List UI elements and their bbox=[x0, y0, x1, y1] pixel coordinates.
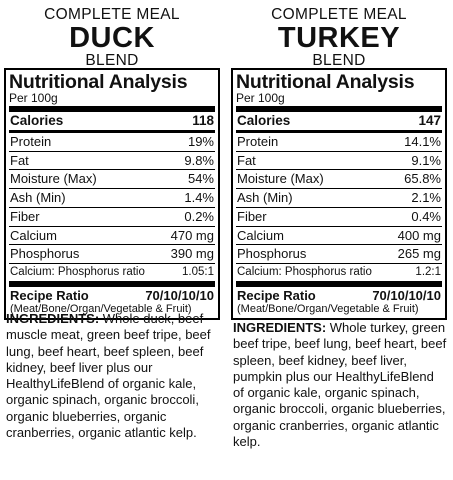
turkey-product: COMPLETE MEAL TURKEY BLEND Nutritional A… bbox=[231, 0, 447, 449]
duck-nutrient-row: Protein 19% bbox=[9, 133, 215, 152]
duck-nutrient-row: Fat 9.8% bbox=[9, 152, 215, 171]
turkey-nutrient-row: Fat 9.1% bbox=[236, 152, 442, 171]
duck-nutrient-value: 54% bbox=[187, 171, 214, 187]
turkey-ingredients-text: Whole turkey, green beef tripe, beef lun… bbox=[233, 320, 447, 450]
duck-ingredients-label: INGREDIENTS: bbox=[6, 311, 100, 326]
turkey-ingredients: INGREDIENTS: Whole turkey, green beef tr… bbox=[233, 320, 447, 450]
turkey-recipe-row: Recipe Ratio 70/10/10/10 bbox=[236, 287, 442, 303]
turkey-nutrient-value: 0.4% bbox=[411, 208, 441, 224]
turkey-nutrient-value: 400 mg bbox=[397, 227, 441, 243]
turkey-nutrient-row: Protein 14.1% bbox=[236, 133, 442, 152]
turkey-nutrient-value: 14.1% bbox=[404, 134, 441, 149]
turkey-header-pre: COMPLETE MEAL bbox=[271, 6, 407, 23]
duck-product: COMPLETE MEAL DUCK BLEND Nutritional Ana… bbox=[4, 0, 220, 440]
turkey-ratio-label: Calcium: Phosphorus ratio bbox=[237, 265, 372, 278]
turkey-nutrient-value: 265 mg bbox=[397, 246, 441, 262]
duck-calories-row: Calories 118 bbox=[9, 112, 215, 133]
turkey-recipe-note: (Meat/Bone/Organ/Vegetable & Fruit) bbox=[237, 302, 419, 315]
duck-nutrient-label: Phosphorus bbox=[10, 246, 80, 262]
duck-calories-value: 118 bbox=[192, 113, 214, 128]
turkey-nutrient-row: Ash (Min) 2.1% bbox=[236, 189, 442, 208]
turkey-recipe-value: 70/10/10/10 bbox=[372, 287, 441, 303]
duck-ratio-label: Calcium: Phosphorus ratio bbox=[10, 265, 145, 278]
turkey-nutrient-row: Fiber 0.4% bbox=[236, 208, 442, 227]
turkey-calories-row: Calories 147 bbox=[236, 112, 442, 133]
turkey-calories-label: Calories bbox=[237, 113, 291, 128]
duck-panel-subtitle: Per 100g bbox=[9, 92, 215, 112]
turkey-ratio-value: 1.2:1 bbox=[415, 265, 441, 278]
duck-recipe-row: Recipe Ratio 70/10/10/10 bbox=[9, 287, 215, 303]
turkey-nutrient-value: 9.1% bbox=[411, 152, 441, 168]
duck-recipe-note: (Meat/Bone/Organ/Vegetable & Fruit) bbox=[10, 302, 192, 315]
turkey-nutrition-panel: Nutritional Analysis Per 100g Calories 1… bbox=[231, 68, 447, 320]
turkey-panel-subtitle: Per 100g bbox=[236, 92, 442, 112]
duck-nutrient-value: 390 mg bbox=[170, 246, 214, 262]
turkey-nutrient-row: Moisture (Max) 65.8% bbox=[236, 170, 442, 190]
turkey-recipe-label: Recipe Ratio bbox=[237, 287, 316, 303]
duck-ingredients-text: Whole duck, beef muscle meat, green beef… bbox=[6, 311, 211, 441]
duck-header-post: BLEND bbox=[85, 51, 139, 69]
turkey-ratio-row: Calcium: Phosphorus ratio 1.2:1 bbox=[236, 264, 442, 287]
duck-recipe-label: Recipe Ratio bbox=[10, 287, 89, 303]
turkey-nutrient-row: Phosphorus 265 mg bbox=[236, 245, 442, 264]
duck-nutrient-row: Ash (Min) 1.4% bbox=[9, 189, 215, 208]
duck-nutrient-row: Moisture (Max) 54% bbox=[9, 170, 215, 190]
duck-recipe-value: 70/10/10/10 bbox=[145, 287, 214, 303]
duck-nutrient-label: Fat bbox=[10, 152, 29, 168]
turkey-nutrient-label: Moisture (Max) bbox=[237, 171, 324, 187]
turkey-nutrient-value: 65.8% bbox=[404, 171, 441, 187]
duck-header-name: DUCK bbox=[69, 21, 155, 54]
duck-nutrient-label: Moisture (Max) bbox=[10, 171, 97, 187]
turkey-nutrient-value: 2.1% bbox=[411, 190, 441, 206]
turkey-header-name: TURKEY bbox=[277, 21, 401, 54]
duck-nutrient-label: Fiber bbox=[10, 208, 40, 224]
turkey-nutrient-label: Calcium bbox=[237, 227, 284, 243]
turkey-header-post: BLEND bbox=[312, 51, 366, 69]
duck-ratio-row: Calcium: Phosphorus ratio 1.05:1 bbox=[9, 264, 215, 287]
duck-nutrient-row: Fiber 0.2% bbox=[9, 208, 215, 227]
duck-nutrient-label: Ash (Min) bbox=[10, 190, 66, 206]
duck-nutrient-row: Calcium 470 mg bbox=[9, 227, 215, 246]
duck-ratio-value: 1.05:1 bbox=[182, 265, 214, 278]
turkey-header: COMPLETE MEAL TURKEY BLEND bbox=[231, 7, 447, 68]
duck-panel-title: Nutritional Analysis bbox=[9, 71, 188, 93]
duck-nutrient-value: 19% bbox=[187, 134, 214, 149]
duck-nutrient-label: Calcium bbox=[10, 227, 57, 243]
duck-ingredients: INGREDIENTS: Whole duck, beef muscle mea… bbox=[6, 311, 220, 441]
turkey-nutrient-label: Protein bbox=[237, 134, 279, 149]
duck-nutrition-panel: Nutritional Analysis Per 100g Calories 1… bbox=[4, 68, 220, 320]
duck-header-pre: COMPLETE MEAL bbox=[44, 6, 180, 23]
turkey-nutrient-label: Fiber bbox=[237, 208, 267, 224]
turkey-calories-value: 147 bbox=[418, 113, 441, 128]
duck-calories-label: Calories bbox=[10, 113, 64, 128]
duck-nutrient-label: Protein bbox=[10, 134, 52, 149]
turkey-nutrient-label: Fat bbox=[237, 152, 256, 168]
duck-nutrient-value: 0.2% bbox=[184, 208, 214, 224]
turkey-nutrient-label: Ash (Min) bbox=[237, 190, 293, 206]
turkey-panel-title: Nutritional Analysis bbox=[236, 71, 415, 93]
duck-nutrient-value: 1.4% bbox=[184, 190, 214, 206]
duck-nutrient-value: 470 mg bbox=[170, 227, 214, 243]
duck-nutrient-value: 9.8% bbox=[184, 152, 214, 168]
turkey-nutrient-row: Calcium 400 mg bbox=[236, 227, 442, 246]
turkey-nutrient-label: Phosphorus bbox=[237, 246, 307, 262]
duck-nutrient-row: Phosphorus 390 mg bbox=[9, 245, 215, 264]
duck-header: COMPLETE MEAL DUCK BLEND bbox=[4, 7, 220, 68]
turkey-ingredients-label: INGREDIENTS: bbox=[233, 320, 327, 335]
